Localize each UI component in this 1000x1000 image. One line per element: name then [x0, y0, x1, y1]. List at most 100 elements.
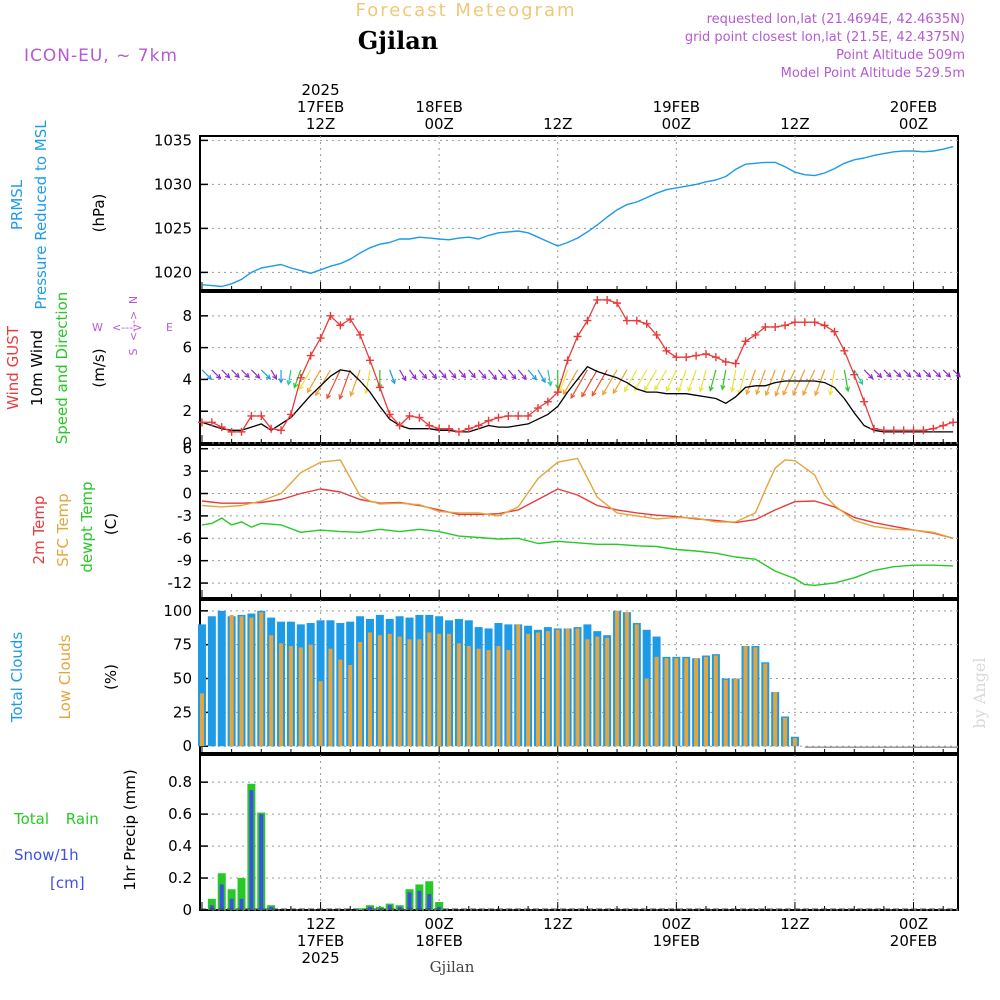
wind-arrow [570, 369, 588, 399]
compass-north: N [127, 296, 140, 304]
model-label: ICON-EU, ~ 7km [24, 46, 178, 66]
point-altitude: Point Altitude 509m [836, 48, 965, 63]
wind-arrow-head [858, 379, 864, 386]
low-cloud-bar [664, 658, 669, 747]
gust-point [543, 397, 552, 406]
bottom-time-label: 12Z [306, 915, 335, 933]
wind-arrow [547, 369, 552, 386]
wind-arrow [448, 369, 457, 379]
gust-point [563, 356, 572, 365]
low-clouds-label: Low Clouds [56, 634, 74, 719]
low-cloud-bar [338, 659, 343, 747]
low-cloud-bar [694, 658, 699, 747]
gust-point [425, 421, 434, 430]
wind-arrow-head [421, 373, 428, 380]
panel-frame [199, 291, 959, 444]
low-cloud-bar [476, 648, 481, 747]
snow-bar [249, 790, 254, 910]
wind-gust-line [202, 299, 954, 433]
gust-point [662, 346, 671, 355]
y-tick-label: 1025 [154, 219, 192, 237]
wind-arrow [746, 369, 756, 395]
gust-point [622, 316, 631, 325]
low-cloud-bar [456, 643, 461, 747]
low-cloud-bar [723, 679, 728, 747]
low-cloud-bar [634, 624, 639, 747]
grid-point-coords: grid point closest lon,lat (21.5E, 42.43… [685, 30, 965, 45]
gust-point [879, 426, 888, 435]
wind-dir-label: Speed and Direction [53, 292, 71, 445]
wind-arrow [775, 369, 786, 396]
wind-arrow-head [265, 374, 272, 380]
y-tick-label: -9 [177, 552, 192, 570]
wind-arrow-head [906, 372, 912, 378]
wind-arrow-head [581, 391, 587, 398]
gust-point [771, 322, 780, 331]
low-cloud-bar [427, 632, 432, 747]
wind-arrow-head [255, 373, 261, 379]
precip-unit: 1hr Precip (mm) [121, 769, 139, 890]
wind-arrow-head [708, 386, 714, 392]
bottom-time-label: 00Z [899, 915, 928, 933]
wind-arrow [922, 369, 931, 378]
wind-arrow-head [698, 386, 704, 393]
y-tick-label: 6 [182, 440, 192, 458]
gust-point [494, 413, 503, 422]
clouds-unit: (%) [102, 664, 120, 690]
temp-sfc-line [201, 457, 954, 539]
wind-arrow [873, 369, 882, 378]
gust-point [899, 426, 908, 435]
wind-arrow-head [244, 372, 250, 379]
gust-point [929, 424, 938, 433]
gust-point [257, 411, 266, 420]
wind-arrow-head [602, 390, 607, 396]
y-tick-label: 4 [182, 370, 192, 388]
y-tick-label: 1035 [154, 131, 192, 149]
low-cloud-bar [308, 644, 313, 747]
wind-arrow-head [868, 373, 874, 380]
gust-point [356, 330, 365, 339]
wind-arrow [932, 369, 941, 378]
gust-point [504, 411, 513, 420]
model-point-altitude: Model Point Altitude 529.5m [781, 66, 965, 81]
compass-west: W [92, 321, 103, 334]
bottom-time-label: 00Z [424, 915, 453, 933]
wind-arrow [792, 369, 806, 396]
gust-point [642, 319, 651, 328]
clouds-panel: Total Clouds Low Clouds (%) [8, 632, 120, 724]
gust-point [197, 418, 206, 427]
wind-arrow-head [745, 389, 751, 396]
wind-arrow-head [935, 372, 942, 378]
wind-arrow-head [293, 382, 299, 389]
wind-arrow-head [644, 385, 649, 392]
low-cloud-bar [348, 664, 353, 747]
y-tick-label: 0.6 [168, 805, 192, 823]
gust-point [820, 321, 829, 330]
low-cloud-bar [615, 610, 620, 747]
low-cloud-bar [783, 717, 788, 747]
cloud-bars [197, 610, 958, 748]
wind-arrow [537, 369, 546, 383]
y-tick-label: 8 [182, 307, 192, 325]
wind-arrow [507, 369, 517, 380]
gust-point [514, 411, 523, 420]
wind-arrow-head [814, 390, 820, 397]
low-cloud-bar [535, 632, 540, 747]
wind-arrow [399, 369, 407, 381]
gust-point [277, 426, 286, 435]
panel-1-plot: 0 2 4 6 8 [182, 291, 959, 452]
bottom-time-label: 12Z [543, 915, 572, 933]
wind-arrow [497, 369, 507, 380]
bottom-time-label: 12Z [780, 915, 809, 933]
wind-label: 10m Wind [28, 330, 46, 406]
top-time-label: 12Z [306, 115, 335, 133]
gust-point [632, 316, 641, 325]
y-tick-label: 0 [182, 434, 192, 452]
low-cloud-bar [417, 639, 422, 747]
snow-bar [397, 906, 402, 910]
wind-arrow [942, 369, 951, 378]
wind-arrow-head [481, 373, 487, 380]
wind-arrow-head [206, 374, 213, 381]
gust-point [781, 321, 790, 330]
